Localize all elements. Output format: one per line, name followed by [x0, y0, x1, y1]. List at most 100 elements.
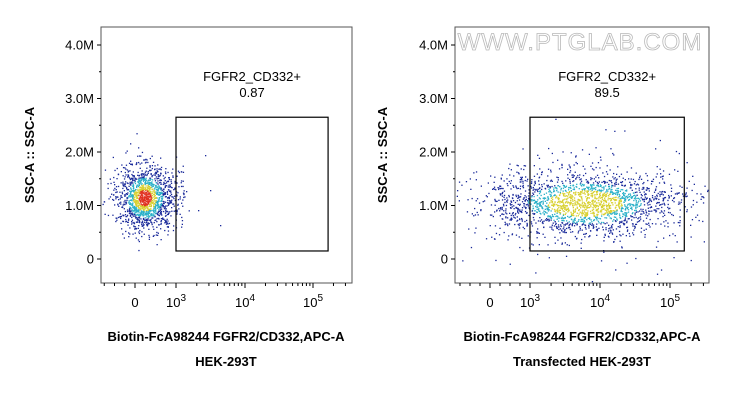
- event-dot: [176, 195, 178, 197]
- event-dot: [150, 221, 152, 223]
- event-dot: [556, 188, 558, 190]
- event-dot: [612, 210, 614, 212]
- event-dot: [626, 189, 628, 191]
- event-dot: [163, 208, 166, 210]
- event-dot: [587, 213, 589, 215]
- event-dot: [516, 216, 518, 218]
- event-dot: [505, 204, 508, 207]
- event-dot: [597, 162, 600, 164]
- event-dot: [570, 194, 572, 196]
- event-dot: [518, 227, 521, 229]
- event-dot: [147, 198, 149, 200]
- event-dot: [586, 186, 588, 188]
- event-dot: [131, 210, 133, 212]
- event-dot: [160, 203, 163, 206]
- event-dot: [569, 167, 571, 169]
- event-dot: [610, 190, 612, 192]
- event-dot: [536, 204, 538, 206]
- event-dot: [626, 230, 629, 232]
- event-dot: [577, 203, 579, 205]
- event-dot: [581, 199, 583, 201]
- event-dot: [138, 219, 140, 221]
- event-dot: [131, 164, 133, 166]
- event-dot: [591, 162, 594, 164]
- event-dot: [136, 197, 139, 199]
- event-dot: [607, 194, 609, 197]
- event-dot: [624, 212, 627, 214]
- event-dot: [631, 204, 633, 206]
- event-dot: [182, 205, 184, 207]
- event-dot: [143, 176, 145, 178]
- event-dot: [169, 184, 171, 186]
- event-dot: [620, 200, 622, 202]
- event-dot: [151, 210, 153, 212]
- event-dot: [613, 216, 616, 218]
- event-dot: [127, 192, 129, 194]
- event-dot: [584, 236, 586, 238]
- event-dot: [129, 215, 132, 217]
- event-dot: [582, 165, 584, 167]
- event-dot: [608, 202, 610, 204]
- event-dot: [623, 197, 625, 199]
- event-dot: [580, 242, 582, 244]
- event-dot: [144, 211, 146, 213]
- event-dot: [553, 203, 555, 205]
- event-dot: [159, 179, 161, 182]
- event-dot: [113, 176, 115, 179]
- event-dot: [474, 207, 476, 210]
- event-dot: [120, 195, 122, 197]
- event-dot: [160, 208, 163, 210]
- event-dot: [685, 196, 687, 198]
- event-dot: [565, 201, 567, 203]
- event-dot: [149, 210, 151, 212]
- event-dot: [625, 235, 627, 237]
- event-dot: [173, 210, 175, 212]
- event-dot: [136, 185, 138, 187]
- event-dot: [539, 203, 541, 206]
- event-dot: [636, 183, 639, 185]
- event-dot: [646, 175, 648, 177]
- event-dot: [524, 165, 527, 167]
- event-dot: [184, 196, 186, 198]
- event-dot: [157, 234, 159, 236]
- event-dot: [143, 184, 145, 186]
- event-dot: [165, 211, 167, 213]
- event-dot: [659, 195, 661, 197]
- gate-value: 89.5: [594, 85, 619, 100]
- event-dot: [515, 206, 517, 209]
- event-dot: [144, 219, 146, 221]
- event-dot: [157, 202, 159, 204]
- event-dot: [620, 208, 623, 210]
- event-dot: [562, 190, 564, 192]
- event-dot: [624, 190, 627, 192]
- event-dot: [635, 211, 638, 213]
- event-dot: [546, 184, 548, 187]
- event-dot: [532, 199, 535, 202]
- event-dot: [181, 220, 184, 222]
- event-dot: [149, 170, 151, 172]
- event-dot: [110, 182, 112, 185]
- event-dot: [639, 191, 641, 193]
- event-dot: [156, 186, 158, 188]
- event-dot: [145, 194, 147, 196]
- event-dot: [512, 194, 514, 196]
- event-dot: [142, 203, 145, 205]
- event-dot: [645, 212, 648, 214]
- event-dot: [684, 195, 686, 197]
- event-dot: [544, 188, 547, 190]
- event-dot: [138, 179, 140, 181]
- event-dot: [654, 209, 656, 211]
- event-dot: [525, 196, 527, 198]
- event-dot: [122, 181, 124, 183]
- event-dot: [592, 209, 594, 211]
- event-dot: [603, 193, 605, 195]
- event-dot: [605, 129, 607, 131]
- event-dot: [150, 193, 153, 195]
- event-dot: [619, 197, 621, 200]
- event-dot: [631, 184, 633, 186]
- event-dot: [153, 228, 155, 230]
- event-dot: [643, 204, 646, 206]
- event-dot: [567, 211, 569, 213]
- event-dot: [555, 186, 557, 189]
- event-dot: [124, 184, 126, 186]
